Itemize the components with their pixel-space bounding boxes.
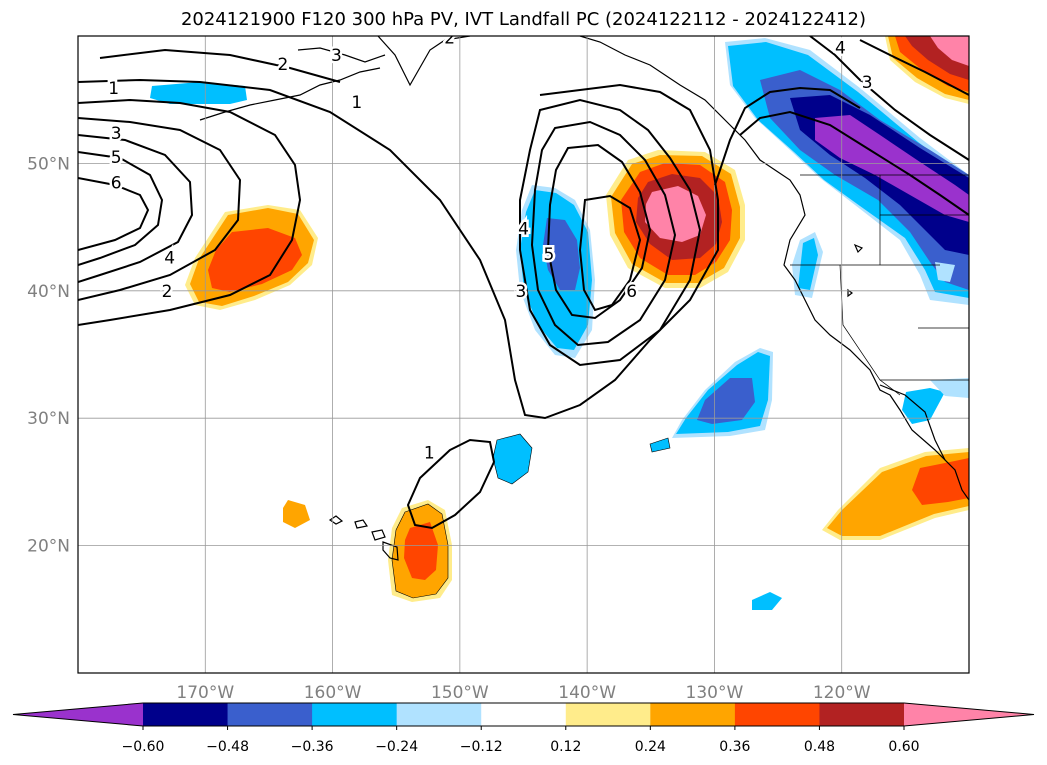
- shade-neg-small-d: [902, 388, 945, 424]
- colorbar: −0.60 −0.48 −0.36 −0.24 −0.12 0.12 0.24 0.36 0.4…: [12, 702, 1035, 755]
- shade-neg-aleutian: [150, 82, 247, 104]
- pv-contour-label: 5: [111, 148, 122, 168]
- pv-contour-trough-6: [578, 194, 642, 312]
- colorbar-tick-label: 0.36: [719, 739, 750, 755]
- pv-contour-label: 2: [444, 28, 455, 48]
- ivt-shading: [150, 36, 969, 610]
- colorbar-swatch: [650, 703, 736, 726]
- pv-contour-ne-3: [809, 36, 969, 161]
- pv-contour-ne-4: [859, 39, 969, 96]
- colorbar-tick-label: −0.60: [122, 739, 165, 755]
- political-borders: [790, 174, 969, 396]
- pv-contour-label: 4: [518, 219, 529, 239]
- longitude-label: 120°W: [813, 683, 871, 703]
- longitude-labels: 170°W 160°W 150°W 140°W 130°W 120°W: [176, 683, 870, 703]
- colorbar-extend-high: [904, 703, 1034, 726]
- pv-contour-ne-2: [739, 110, 969, 216]
- shade-pos-small: [283, 500, 310, 528]
- pv-contours: [78, 36, 969, 530]
- colorbar-swatch: [396, 703, 482, 726]
- colorbar-swatch: [312, 703, 398, 726]
- coastlines: [199, 36, 969, 561]
- pv-contour-6-west: [78, 177, 150, 251]
- colorbar-swatch: [565, 703, 651, 726]
- colorbar-swatch: [143, 703, 229, 726]
- latitude-labels: 20°N 30°N 40°N 50°N: [27, 154, 70, 556]
- pv-contour-label: 3: [111, 124, 122, 144]
- latitude-label: 20°N: [27, 537, 70, 557]
- pv-contour-trough-3: [519, 98, 702, 367]
- pv-contour-1-east: [714, 86, 861, 186]
- pv-contour-hawaii-1: [406, 438, 496, 530]
- shade-neg-small-e: [930, 378, 969, 398]
- pv-contour-label: 3: [862, 73, 873, 93]
- shade-neg-small-c: [752, 592, 782, 610]
- latitude-label: 40°N: [27, 282, 70, 302]
- graticule: [78, 36, 969, 673]
- pv-contour-trough-4: [530, 120, 677, 347]
- pv-contour-label: 4: [835, 38, 846, 58]
- shade-pos-west: [185, 205, 318, 310]
- colorbar-swatch: [819, 703, 905, 726]
- colorbar-tick-label: 0.24: [635, 739, 666, 755]
- colorbar-tick-label: 0.48: [804, 739, 835, 755]
- colorbar-swatch: [734, 703, 820, 726]
- colorbar-tick-label: 0.60: [888, 739, 919, 755]
- pv-contour-1-west: [78, 78, 719, 420]
- latitude-label: 50°N: [27, 154, 70, 174]
- map-title: 2024121900 F120 300 hPa PV, IVT Landfall…: [180, 9, 867, 30]
- longitude-label: 150°W: [431, 683, 489, 703]
- colorbar-tick-label: −0.36: [291, 739, 334, 755]
- longitude-label: 130°W: [686, 683, 744, 703]
- shade-neg-small-f: [935, 262, 955, 282]
- pv-contour-label: 2: [278, 55, 289, 75]
- pv-contour-3-west: [78, 117, 242, 301]
- colorbar-tick-label: −0.48: [206, 739, 249, 755]
- shade-neg-southcentral: [672, 348, 773, 438]
- pv-contour-label: 5: [544, 245, 555, 265]
- colorbar-extend-low: [13, 703, 143, 726]
- pv-contour-label: 1: [351, 93, 362, 113]
- colorbar-tick-label: −0.12: [460, 739, 503, 755]
- pv-contour-label: 1: [108, 79, 119, 99]
- pv-contour-2b: [99, 48, 341, 83]
- colorbar-swatch: [481, 703, 567, 726]
- shade-pos-corner: [885, 36, 969, 104]
- longitude-label: 140°W: [558, 683, 616, 703]
- shade-neg-small-a: [492, 433, 533, 485]
- pv-contour-label: 1: [424, 444, 435, 464]
- colorbar-swatch: [227, 703, 313, 726]
- pv-contour-label: 3: [331, 46, 342, 66]
- pv-contour-label: 3: [516, 282, 527, 302]
- pv-contour-2: [78, 98, 302, 326]
- pv-contour-label: 6: [626, 282, 637, 302]
- shade-pos-northeast: [606, 150, 745, 288]
- colorbar-tick-label: 0.12: [550, 739, 581, 755]
- pv-contour-label: 4: [164, 249, 175, 269]
- pv-contour-5-west: [78, 151, 164, 266]
- pv-contour-label: 6: [111, 174, 122, 194]
- pv-contour-label: 2: [162, 282, 173, 302]
- longitude-label: 160°W: [304, 683, 362, 703]
- map-frame: [77, 35, 970, 674]
- pv-contour-trough-5: [546, 143, 652, 320]
- colorbar-tick-label: −0.24: [375, 739, 418, 755]
- longitude-label: 170°W: [176, 683, 234, 703]
- pv-contour-4-west: [78, 134, 194, 283]
- shade-neg-small-b: [649, 437, 671, 453]
- latitude-label: 30°N: [27, 409, 70, 429]
